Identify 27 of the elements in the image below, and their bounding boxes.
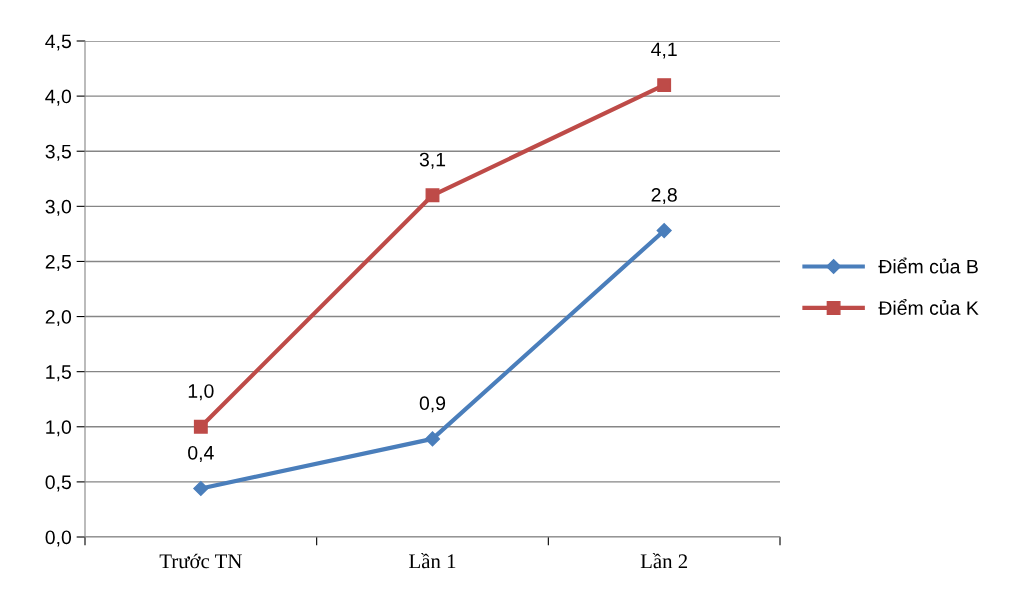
x-tick-label: Lần 1: [409, 553, 456, 569]
point: [657, 78, 672, 93]
y-tick-label: 4,0: [45, 89, 72, 106]
point: [193, 419, 208, 434]
data-label: 0,9: [419, 396, 446, 413]
legend-label: Điểm của B: [878, 257, 978, 274]
y-tick-label: 2,0: [45, 310, 72, 327]
y-tick-label: 1,5: [46, 365, 71, 382]
y-tick-label: 1,0: [46, 420, 72, 437]
y-tick-label: 0,0: [45, 530, 72, 547]
y-tick-label: 0,5: [45, 475, 71, 492]
point: [656, 223, 672, 239]
data-label: 2,8: [651, 187, 677, 205]
point: [424, 431, 441, 447]
y-tick-label: 3,0: [45, 199, 72, 216]
data-label: 1,0: [188, 384, 214, 401]
x-tick-label: Lần 2: [640, 553, 688, 569]
data-label: 4,1: [651, 42, 677, 59]
data-label: 0,4: [188, 445, 214, 462]
x-tick-label: Trước TN: [159, 553, 242, 569]
point: [193, 480, 209, 497]
y-tick-label: 3,5: [45, 144, 71, 161]
data-label: 3,1: [419, 152, 446, 169]
point: [425, 188, 440, 203]
y-tick-label: 2,5: [45, 254, 71, 271]
y-tick-label: 4,5: [45, 34, 71, 51]
legend-label: Điểm của K: [878, 299, 979, 315]
